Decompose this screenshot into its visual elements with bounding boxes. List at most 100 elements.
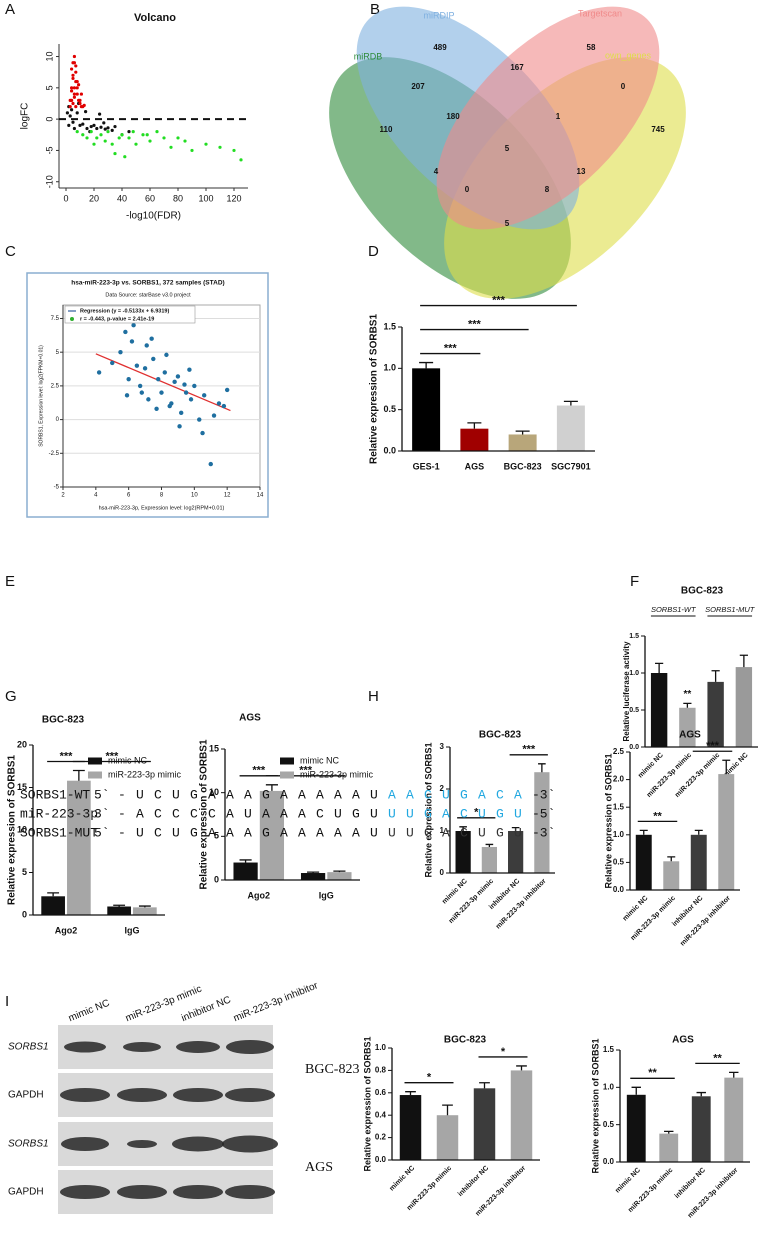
point	[113, 125, 117, 129]
point	[162, 370, 167, 375]
significance-label: ***	[444, 342, 458, 354]
x-tick-label: BGC-823	[504, 461, 542, 471]
bar	[556, 405, 585, 451]
chart-subtitle: Data Source: starBase v3.0 project	[105, 292, 191, 298]
bar	[534, 772, 550, 873]
y-tick-label: 15	[209, 743, 219, 753]
significance-label: ***	[60, 750, 74, 762]
point	[68, 105, 72, 109]
cell-label: AGS	[305, 1160, 333, 1175]
point	[216, 401, 222, 406]
bar	[650, 673, 668, 747]
plot-frame	[62, 304, 261, 488]
venn-count: 110	[380, 125, 393, 134]
point	[177, 424, 182, 429]
point	[137, 383, 143, 389]
chart-title: BGC-823	[444, 1035, 487, 1046]
y-tick-label: 0.0	[383, 445, 396, 455]
venn-count: 180	[446, 112, 460, 121]
significance-label: ***	[299, 765, 313, 777]
sequence-prime: 5`	[94, 787, 110, 802]
point	[239, 158, 243, 162]
binding-site: UUGACUGU	[388, 825, 532, 840]
y-axis-label: Relative expression of SORBS1	[362, 1036, 372, 1171]
blot-band	[117, 1088, 167, 1102]
y-tick-label: 10	[209, 787, 219, 797]
point	[154, 406, 159, 412]
bar	[41, 896, 65, 915]
error-bar	[239, 859, 252, 863]
y-tick-label: 0	[440, 868, 445, 877]
regression-line	[95, 353, 231, 412]
point	[142, 366, 148, 371]
x-tick-label: IgG	[319, 890, 334, 900]
point	[99, 125, 103, 129]
bar	[481, 846, 497, 873]
point	[70, 89, 74, 93]
y-tick-label: -5	[44, 146, 54, 154]
row-label: GAPDH	[8, 1090, 44, 1101]
error-bar	[722, 759, 731, 775]
venn-count: 1	[556, 112, 561, 121]
y-axis-label: SORBS1, Expression level: log2(FPKM+0.01…	[38, 345, 44, 447]
legend-swatch	[70, 317, 74, 321]
significance-label: ***	[105, 750, 119, 762]
point	[123, 155, 127, 159]
blot-band	[60, 1088, 110, 1102]
y-tick-label: 20	[17, 739, 27, 749]
sequence-prime: 5`	[94, 825, 110, 840]
point	[110, 360, 115, 366]
binding-site: AACUGACA	[388, 787, 532, 802]
error-bar	[307, 871, 320, 874]
bar	[510, 1070, 533, 1160]
point	[183, 139, 187, 143]
point	[131, 130, 135, 134]
venn-count: 167	[510, 63, 524, 72]
bar	[663, 861, 680, 890]
venn-count: 58	[587, 43, 596, 52]
point	[159, 390, 164, 395]
point	[74, 70, 78, 74]
point	[134, 363, 140, 368]
error-bar	[739, 654, 748, 668]
significance-label: **	[653, 810, 662, 822]
point	[117, 136, 121, 140]
point	[72, 86, 76, 90]
point	[149, 336, 154, 341]
y-tick-label: 0.2	[375, 1133, 387, 1142]
x-tick-label: Ago2	[248, 890, 271, 900]
venn-set-label: miRDB	[354, 51, 383, 61]
chart-title: BGC-823	[681, 586, 724, 597]
point	[110, 128, 114, 132]
y-tick-label: 0.0	[375, 1155, 387, 1164]
y-tick-label: 1.0	[375, 1043, 387, 1052]
bar	[300, 873, 326, 880]
sequence-end: -3`	[532, 825, 555, 840]
point	[134, 142, 138, 146]
row-label: SORBS1	[8, 1042, 49, 1053]
point	[113, 151, 117, 156]
point	[79, 92, 83, 96]
y-tick-label: 1.0	[603, 1082, 615, 1091]
error-bar	[479, 1082, 490, 1089]
y-tick-label: 0.0	[603, 1157, 615, 1166]
point	[85, 126, 89, 131]
significance-label: **	[648, 1067, 657, 1079]
error-bar	[655, 662, 664, 673]
bar	[67, 780, 91, 915]
error-bar	[664, 1130, 674, 1134]
point	[92, 123, 96, 127]
error-bar	[138, 905, 151, 908]
point	[75, 86, 79, 90]
error-bar	[515, 430, 530, 435]
sequence-name: miR-223-3p	[20, 806, 98, 821]
y-tick-label: 2.5	[51, 383, 60, 389]
point	[145, 133, 149, 137]
point	[126, 376, 131, 382]
point	[71, 120, 75, 124]
x-tick-label: IgG	[125, 925, 140, 935]
x-tick-label: 40	[117, 193, 127, 203]
point	[155, 130, 159, 134]
significance-label: **	[713, 1052, 722, 1064]
error-bar	[333, 870, 346, 873]
